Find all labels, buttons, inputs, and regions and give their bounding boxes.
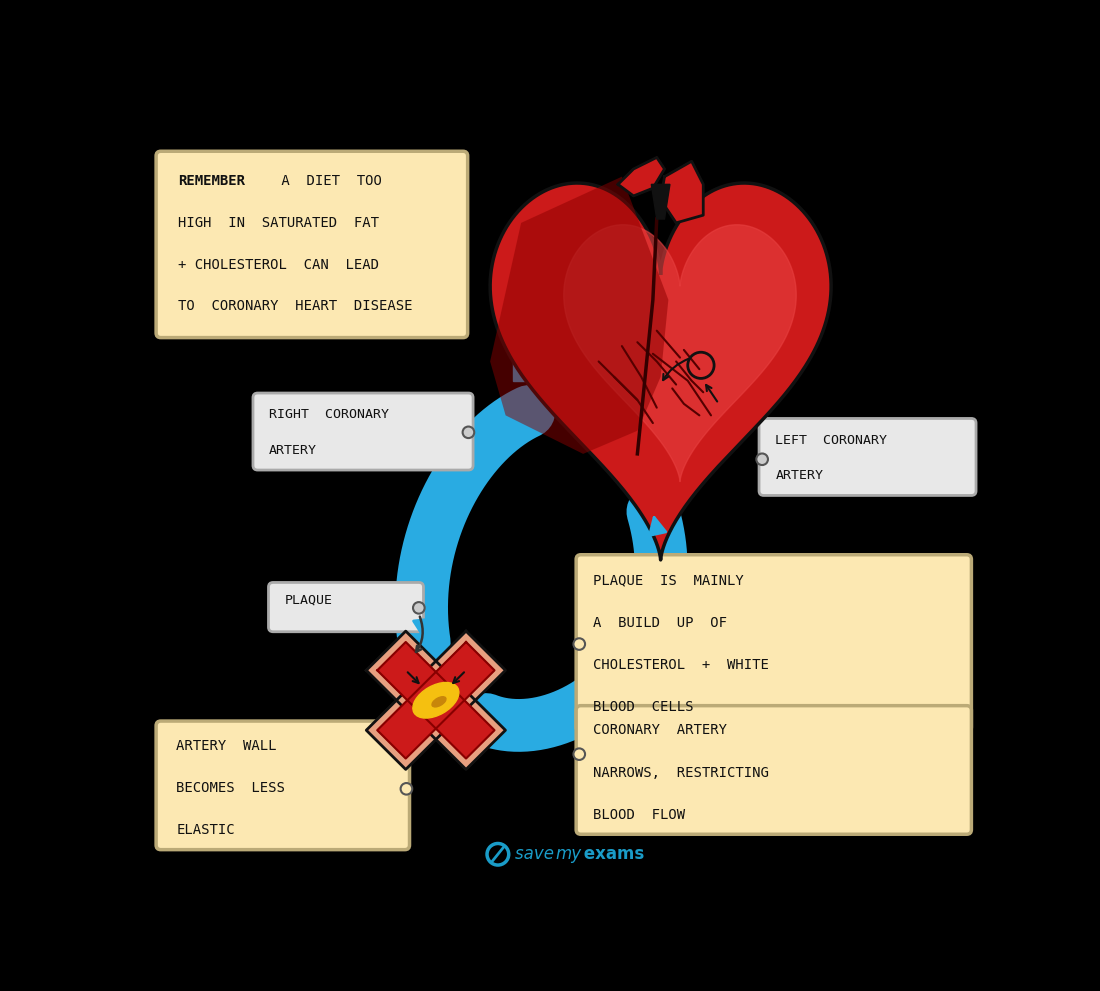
Polygon shape [564, 225, 796, 482]
Text: REMEMBER: REMEMBER [178, 174, 245, 188]
Text: PLAQUE: PLAQUE [285, 594, 332, 606]
Polygon shape [377, 642, 495, 758]
Text: + CHOLESTEROL  CAN  LEAD: + CHOLESTEROL CAN LEAD [178, 258, 378, 272]
Text: BLOOD  CELLS: BLOOD CELLS [593, 701, 694, 715]
Polygon shape [491, 176, 669, 454]
Text: save: save [515, 845, 559, 863]
Polygon shape [491, 183, 832, 560]
Ellipse shape [432, 697, 446, 707]
Text: BLOOD  FLOW: BLOOD FLOW [593, 808, 685, 823]
Text: CORONARY  ARTERY: CORONARY ARTERY [593, 723, 727, 737]
Text: BECOMES  LESS: BECOMES LESS [176, 781, 285, 795]
Circle shape [573, 638, 585, 650]
Polygon shape [651, 184, 670, 219]
Circle shape [400, 783, 412, 795]
Text: CHOLESTEROL  +  WHITE: CHOLESTEROL + WHITE [593, 658, 769, 672]
Text: ARTERY: ARTERY [776, 470, 823, 483]
Text: HIGH  IN  SATURATED  FAT: HIGH IN SATURATED FAT [178, 216, 378, 230]
FancyBboxPatch shape [156, 721, 409, 849]
Text: A  BUILD  UP  OF: A BUILD UP OF [593, 615, 727, 629]
Text: LEFT  CORONARY: LEFT CORONARY [776, 434, 888, 447]
Text: NARROWS,  RESTRICTING: NARROWS, RESTRICTING [593, 766, 769, 780]
Text: ARTERY: ARTERY [270, 444, 317, 457]
Text: TO  CORONARY  HEART  DISEASE: TO CORONARY HEART DISEASE [178, 299, 412, 313]
Text: ARTERY  WALL: ARTERY WALL [176, 738, 277, 753]
Polygon shape [649, 493, 672, 523]
FancyBboxPatch shape [253, 393, 473, 470]
Text: exams: exams [579, 845, 645, 863]
Circle shape [412, 603, 425, 613]
Text: PLAQUE  IS  MAINLY: PLAQUE IS MAINLY [593, 573, 744, 588]
Text: ELASTIC: ELASTIC [176, 824, 235, 837]
Circle shape [463, 426, 474, 438]
Circle shape [573, 748, 585, 760]
Text: my: my [556, 845, 581, 863]
FancyBboxPatch shape [759, 418, 976, 496]
FancyBboxPatch shape [268, 583, 424, 631]
Text: A  DIET  TOO: A DIET TOO [273, 174, 382, 188]
Polygon shape [366, 631, 506, 769]
Polygon shape [377, 642, 495, 758]
Polygon shape [618, 158, 664, 196]
Text: RIGHT  CORONARY: RIGHT CORONARY [270, 408, 389, 421]
Circle shape [757, 454, 768, 465]
FancyBboxPatch shape [576, 706, 971, 834]
Polygon shape [661, 162, 703, 223]
FancyBboxPatch shape [576, 555, 971, 731]
FancyBboxPatch shape [156, 152, 468, 338]
Polygon shape [514, 346, 537, 381]
Polygon shape [366, 631, 506, 769]
Ellipse shape [412, 683, 459, 718]
